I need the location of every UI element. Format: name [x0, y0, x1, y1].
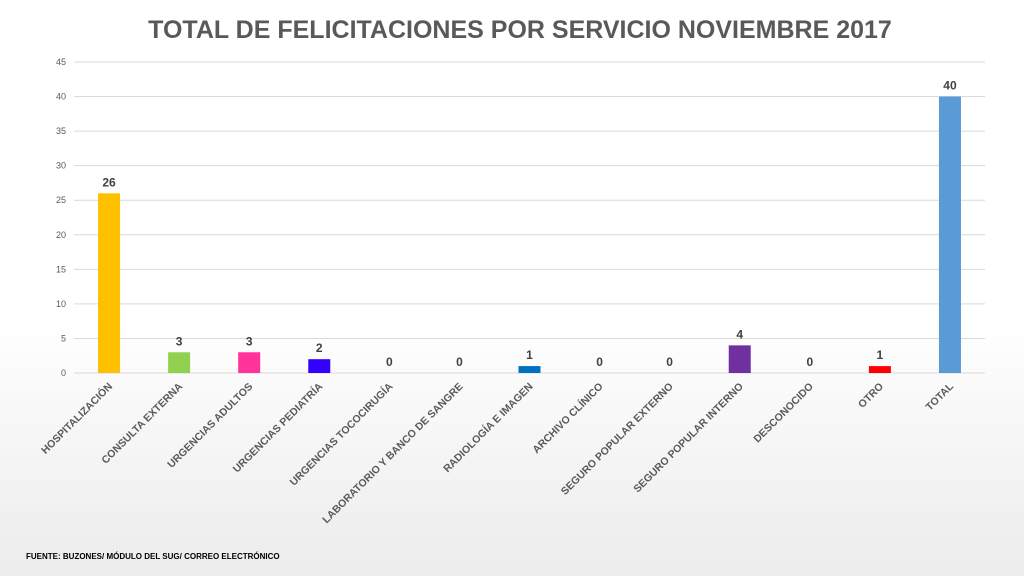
x-tick-label: LABORATORIO Y BANCO DE SANGRE [320, 381, 465, 526]
data-label: 26 [102, 175, 116, 189]
gridlines [74, 61, 985, 374]
data-label: 40 [943, 79, 957, 93]
y-tick-label: 15 [56, 264, 66, 274]
y-tick-label: 40 [56, 92, 66, 102]
bar [728, 345, 751, 373]
source-footnote: FUENTE: BUZONES/ MÓDULO DEL SUG/ CORREO … [26, 552, 280, 561]
chart-title: TOTAL DE FELICITACIONES POR SERVICIO NOV… [148, 16, 892, 44]
y-tick-label: 5 [61, 333, 66, 343]
x-tick-label: ARCHIVO CLÍNICO [530, 380, 606, 456]
bar [308, 359, 331, 373]
data-label: 0 [596, 355, 603, 369]
y-tick-label: 20 [56, 230, 66, 240]
x-tick-label: HOSPITALIZACIÓN [38, 380, 115, 457]
data-label: 3 [246, 334, 253, 348]
data-label: 1 [877, 348, 884, 362]
bars [98, 96, 961, 374]
bar [518, 366, 541, 373]
bar [238, 352, 261, 373]
x-tick-label: SEGURO POPULAR INTERNO [631, 381, 746, 496]
data-label: 1 [526, 348, 533, 362]
y-tick-label: 35 [56, 126, 66, 136]
bar [868, 366, 891, 373]
data-label: 0 [806, 355, 813, 369]
x-tick-label: SEGURO POPULAR EXTERNO [559, 381, 676, 498]
y-tick-label: 10 [56, 299, 66, 309]
data-label: 2 [316, 341, 323, 355]
data-labels: 263 3 20 0 1 0 040 140 [102, 79, 957, 369]
x-tick-label: OTRO [856, 381, 886, 411]
data-label: 0 [666, 355, 673, 369]
bar [98, 193, 121, 373]
y-tick-label: 25 [56, 195, 66, 205]
x-tick-label: DESCONOCIDO [751, 381, 816, 446]
data-label: 0 [386, 355, 393, 369]
y-tick-label: 45 [56, 57, 66, 67]
y-tick-label: 30 [56, 161, 66, 171]
data-label: 4 [736, 327, 743, 341]
y-tick-label: 0 [61, 368, 66, 378]
data-label: 3 [176, 334, 183, 348]
data-label: 0 [456, 355, 463, 369]
x-tick-label: TOTAL [924, 380, 957, 413]
bar [168, 352, 191, 373]
bar [938, 96, 961, 374]
y-axis-ticks: 0 5 10 15 20 25 30 35 40 45 [56, 57, 66, 378]
